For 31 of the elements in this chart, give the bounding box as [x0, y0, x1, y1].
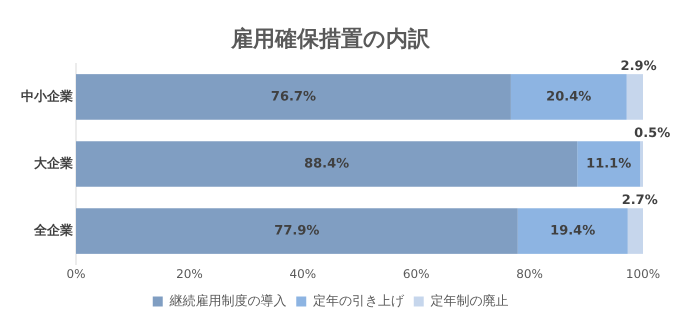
- x-tick-label: 40%: [289, 266, 316, 281]
- data-label: 76.7%: [270, 89, 316, 104]
- bar: [76, 208, 518, 254]
- x-tick-label: 80%: [516, 266, 543, 281]
- data-label: 2.7%: [622, 193, 658, 208]
- x-tick-label: 60%: [402, 266, 430, 281]
- data-label: 77.9%: [274, 223, 320, 238]
- bar: [76, 141, 578, 187]
- bar: [626, 74, 643, 120]
- legend-label: 継続雇用制度の導入: [168, 292, 286, 309]
- data-label: 11.1%: [586, 156, 632, 172]
- bar: [577, 141, 640, 187]
- legend-label: 定年の引き上げ: [312, 294, 405, 309]
- data-label: 2.9%: [620, 59, 657, 74]
- y-tick-label: 大企業: [34, 156, 73, 172]
- data-label: 19.4%: [550, 223, 596, 238]
- data-label: 88.4%: [304, 156, 350, 172]
- y-tick-label: 中小企業: [21, 89, 73, 104]
- bar: [628, 208, 643, 254]
- x-tick-label: 0%: [66, 266, 86, 281]
- data-label: 0.5%: [634, 126, 670, 142]
- bar: [518, 208, 628, 254]
- y-tick-label: 全企業: [33, 223, 73, 238]
- bar: [510, 74, 627, 120]
- chart-title: 雇用確保措置の内訳: [230, 26, 431, 52]
- legend-label: 定年制の廃止: [430, 294, 508, 309]
- bar: [76, 74, 511, 120]
- x-tick-label: 20%: [176, 266, 203, 281]
- bar: [640, 141, 643, 187]
- x-tick-label: 100%: [626, 266, 660, 281]
- data-label: 20.4%: [546, 89, 592, 104]
